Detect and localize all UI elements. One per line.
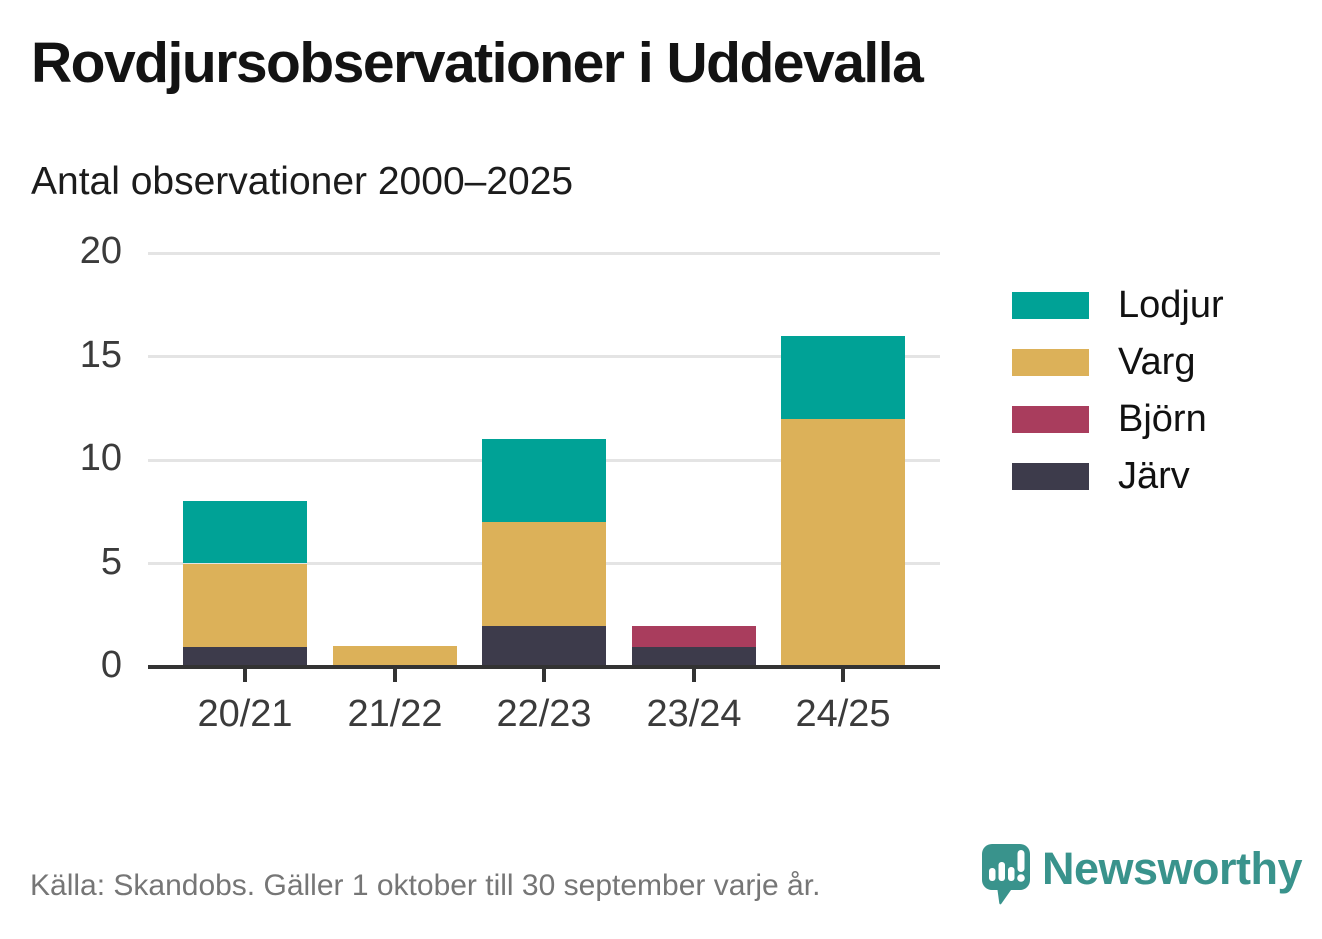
x-axis-tick-label: 20/21 xyxy=(197,693,293,735)
bar-segment-varg xyxy=(333,646,457,667)
bar-segment-lodjur xyxy=(183,501,307,563)
legend-item-lodjur: Lodjur xyxy=(1012,284,1224,326)
x-axis-tick-mark xyxy=(393,669,397,682)
bar-segment-jrv xyxy=(632,646,756,667)
grid-line xyxy=(148,252,940,255)
x-axis-tick-label: 21/22 xyxy=(347,693,443,735)
legend-item-jarv: Järv xyxy=(1012,455,1224,497)
y-axis-tick-label: 15 xyxy=(79,333,122,376)
x-axis-tick-label: 24/25 xyxy=(795,693,891,735)
chart-title: Rovdjursobservationer i Uddevalla xyxy=(31,31,924,95)
bar-segment-varg xyxy=(183,564,307,647)
bar-segment-lodjur xyxy=(482,439,606,522)
y-axis-tick-label: 0 xyxy=(100,643,122,686)
x-axis-tick-mark xyxy=(841,669,845,682)
bar-segment-lodjur xyxy=(781,336,905,419)
y-axis-tick-label: 5 xyxy=(100,540,122,583)
x-axis-tick-mark xyxy=(692,669,696,682)
brand-name: Newsworthy xyxy=(1042,843,1303,894)
legend-swatch-varg xyxy=(1012,349,1089,376)
x-axis-tick-mark xyxy=(243,669,247,682)
source-note: Källa: Skandobs. Gäller 1 oktober till 3… xyxy=(30,869,821,902)
x-axis-tick-label: 22/23 xyxy=(496,693,592,735)
bar-segment-jrv xyxy=(183,646,307,667)
legend-label-jarv: Järv xyxy=(1118,455,1190,497)
newsworthy-logo-icon xyxy=(982,844,1030,905)
x-axis-tick-mark xyxy=(542,669,546,682)
newsworthy-brand: Newsworthy xyxy=(981,843,1303,905)
y-axis-tick-label: 20 xyxy=(79,229,122,272)
bar-segment-bjrn xyxy=(632,626,756,647)
legend-swatch-bjorn xyxy=(1012,406,1089,433)
legend: Lodjur Varg Björn Järv xyxy=(1012,284,1224,520)
legend-swatch-jarv xyxy=(1012,463,1089,490)
legend-label-lodjur: Lodjur xyxy=(1118,284,1224,326)
bar-segment-varg xyxy=(781,419,905,667)
legend-label-varg: Varg xyxy=(1118,341,1196,383)
y-axis-tick-label: 10 xyxy=(79,436,122,479)
chart-subtitle: Antal observationer 2000–2025 xyxy=(31,160,574,203)
x-axis-line xyxy=(148,665,940,669)
legend-item-varg: Varg xyxy=(1012,341,1224,383)
grid-line xyxy=(148,355,940,358)
legend-swatch-lodjur xyxy=(1012,292,1089,319)
bar-segment-varg xyxy=(482,522,606,626)
legend-label-bjorn: Björn xyxy=(1118,398,1207,440)
x-axis-tick-label: 23/24 xyxy=(646,693,742,735)
legend-item-bjorn: Björn xyxy=(1012,398,1224,440)
bar-segment-jrv xyxy=(482,626,606,667)
